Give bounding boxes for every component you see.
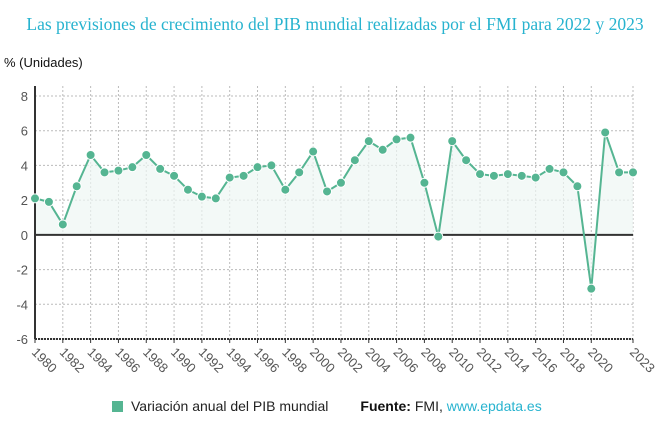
y-axis-label: % (Unidades) <box>4 55 83 70</box>
legend-swatch <box>112 400 123 412</box>
area-fill <box>35 132 633 289</box>
data-point-1997 <box>266 160 277 171</box>
data-point-2019 <box>572 181 583 192</box>
y-tick-label: 0 <box>21 228 28 243</box>
data-point-1994 <box>224 172 235 183</box>
x-tick-label: 2010 <box>446 345 477 376</box>
data-point-2011 <box>461 155 472 166</box>
x-tick-label: 2002 <box>335 345 366 376</box>
data-point-1992 <box>196 191 207 202</box>
data-point-2023 <box>628 167 638 178</box>
data-point-1986 <box>113 165 124 176</box>
data-point-2008 <box>419 177 430 188</box>
x-tick-label: 2018 <box>557 345 588 376</box>
data-point-2004 <box>363 136 374 147</box>
x-tick-label: 2000 <box>307 345 338 376</box>
data-point-2014 <box>502 169 513 180</box>
source-label: Fuente: <box>360 398 411 414</box>
line-chart: -6-4-20246819801982198419861988199019921… <box>16 86 658 376</box>
x-tick-label: 2016 <box>530 345 561 376</box>
x-tick-label: 1984 <box>85 345 116 376</box>
y-tick-label: 2 <box>21 193 28 208</box>
data-point-2013 <box>488 170 499 181</box>
data-point-1998 <box>280 184 291 195</box>
x-tick-label: 2004 <box>363 345 394 376</box>
data-point-1987 <box>127 162 138 173</box>
data-point-1989 <box>155 163 166 174</box>
x-tick-label: 2012 <box>474 345 505 376</box>
x-tick-label: 2023 <box>627 345 658 376</box>
data-point-2001 <box>322 186 333 197</box>
data-point-2022 <box>614 167 625 178</box>
chart-title: Las previsiones de crecimiento del PIB m… <box>26 14 644 34</box>
data-point-2002 <box>335 177 346 188</box>
data-point-2000 <box>308 146 319 157</box>
x-tick-label: 1986 <box>112 345 143 376</box>
x-tick-label: 1996 <box>251 345 282 376</box>
x-tick-label: 2006 <box>390 345 421 376</box>
data-point-2015 <box>516 170 527 181</box>
data-point-2007 <box>405 132 416 143</box>
x-tick-label: 2008 <box>418 345 449 376</box>
data-point-2010 <box>447 136 458 147</box>
data-point-1982 <box>57 219 68 230</box>
data-point-2021 <box>600 127 611 138</box>
x-tick-label: 2014 <box>502 345 533 376</box>
data-point-1984 <box>85 150 96 161</box>
x-tick-label: 1990 <box>168 345 199 376</box>
data-point-1991 <box>182 184 193 195</box>
data-point-2003 <box>349 155 360 166</box>
x-tick-label: 1982 <box>57 345 88 376</box>
x-tick-label: 1980 <box>29 345 60 376</box>
legend-label: Variación anual del PIB mundial <box>131 398 329 414</box>
data-point-2017 <box>544 163 555 174</box>
data-point-2020 <box>586 283 597 294</box>
data-point-1988 <box>141 150 152 161</box>
x-tick-label: 1992 <box>196 345 227 376</box>
y-tick-label: -6 <box>16 332 28 347</box>
source-value: FMI, <box>414 398 443 414</box>
data-point-2009 <box>433 231 444 242</box>
data-point-1999 <box>294 167 305 178</box>
data-point-1993 <box>210 193 221 204</box>
source: Fuente: FMI, www.epdata.es <box>360 398 541 414</box>
data-point-1995 <box>238 170 249 181</box>
data-point-2018 <box>558 167 569 178</box>
x-tick-label: 1998 <box>279 345 310 376</box>
data-point-2006 <box>391 134 402 145</box>
legend: Variación anual del PIB mundial Fuente: … <box>112 398 542 414</box>
data-point-1996 <box>252 162 263 173</box>
data-point-1980 <box>30 193 40 204</box>
data-point-2016 <box>530 172 541 183</box>
data-point-1985 <box>99 167 110 178</box>
data-point-2012 <box>475 169 486 180</box>
x-tick-label: 1988 <box>140 345 171 376</box>
y-tick-label: -2 <box>16 263 28 278</box>
data-point-1983 <box>71 181 82 192</box>
y-tick-label: 4 <box>21 158 28 173</box>
y-tick-label: 6 <box>21 124 28 139</box>
y-tick-label: -4 <box>16 297 28 312</box>
data-point-2005 <box>377 144 388 155</box>
x-tick-label: 2020 <box>585 345 616 376</box>
data-point-1981 <box>43 196 54 207</box>
data-point-1990 <box>169 170 180 181</box>
source-link[interactable]: www.epdata.es <box>446 398 542 414</box>
x-tick-label: 1994 <box>224 345 255 376</box>
y-tick-label: 8 <box>21 89 28 104</box>
